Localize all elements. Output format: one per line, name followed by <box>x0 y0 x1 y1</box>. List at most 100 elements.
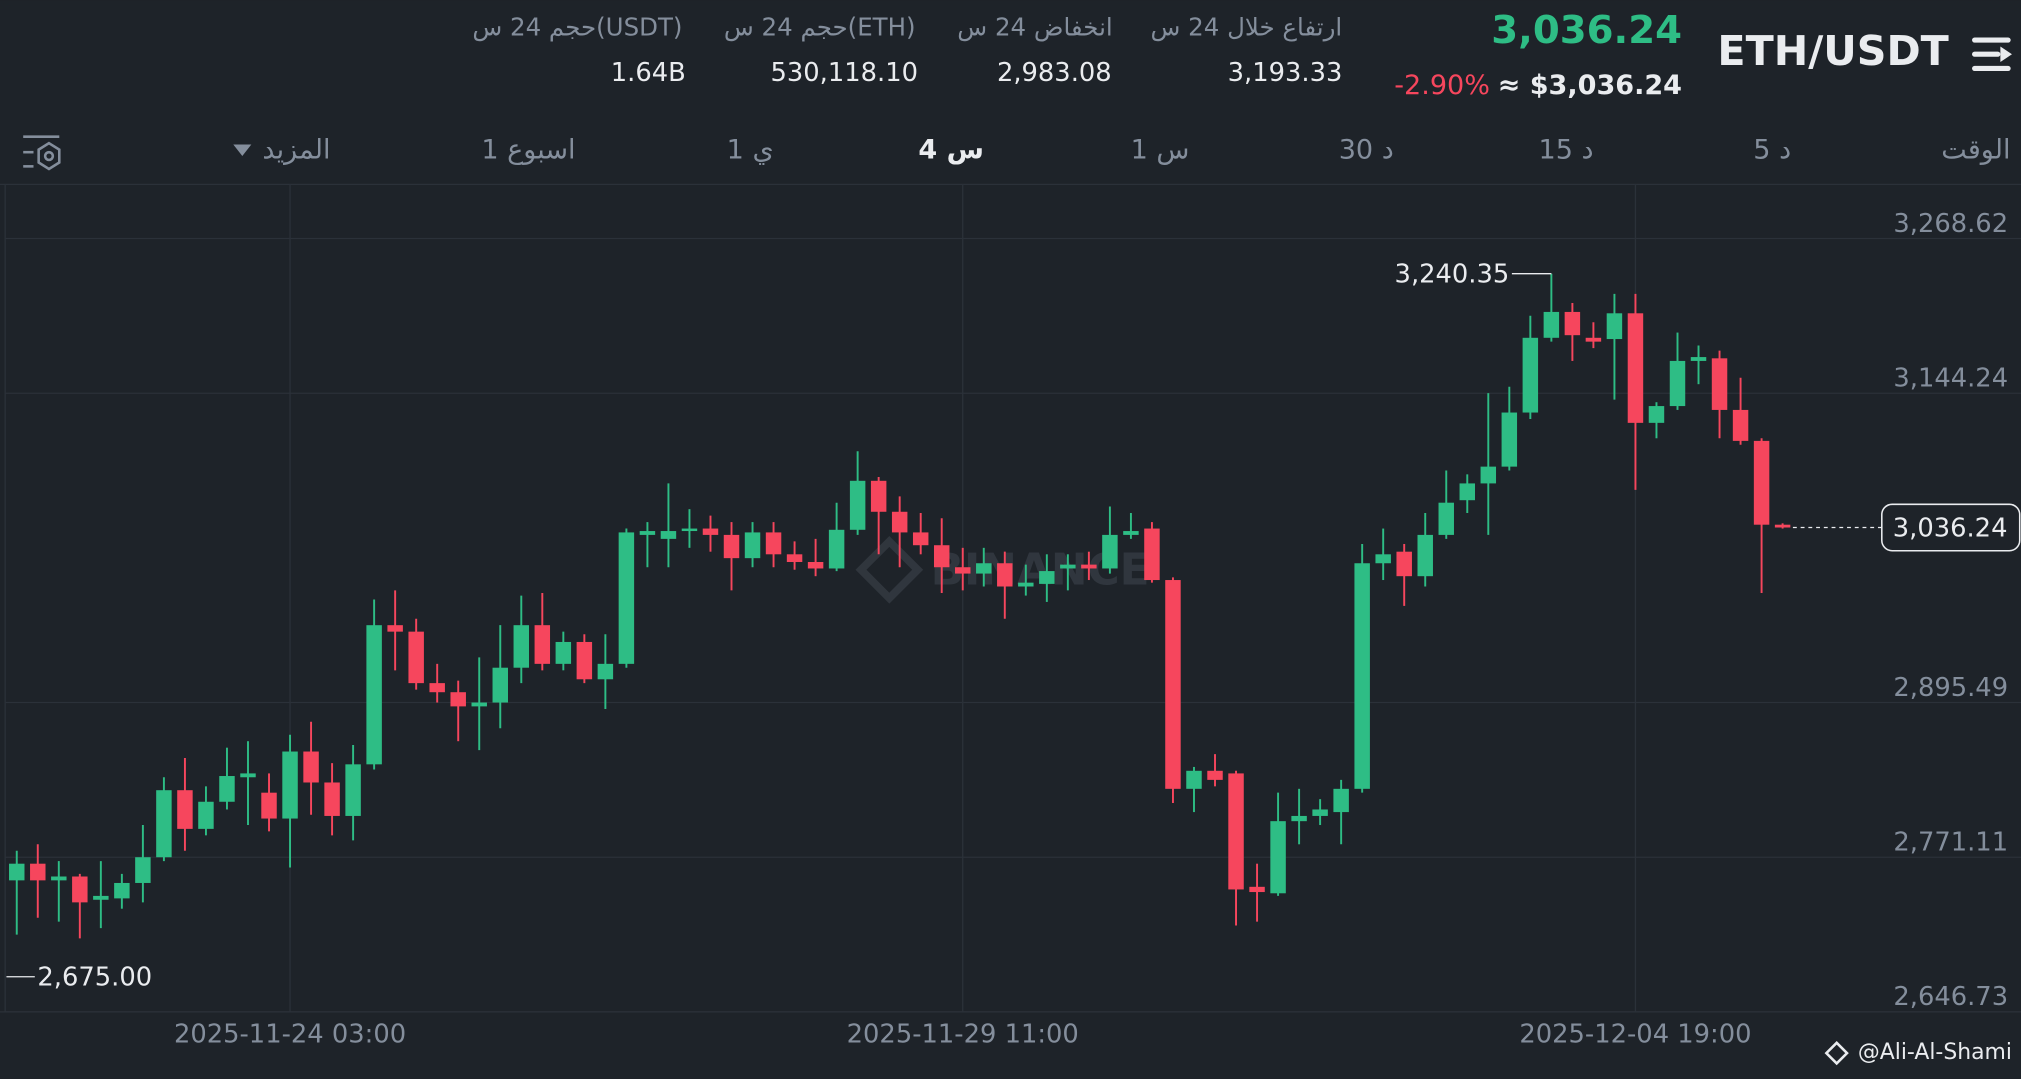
candle-body <box>1669 360 1686 407</box>
candle-body <box>1081 564 1097 569</box>
stat-value: 2,983.08 <box>997 58 1112 88</box>
candle-body <box>891 511 908 533</box>
stat-label: ارتفاع خلال 24 س <box>1151 12 1343 41</box>
candle-body <box>1438 502 1454 535</box>
x-tick-label: 2025-11-29 11:00 <box>847 1020 1079 1050</box>
interval-tab[interactable]: المزيد <box>262 134 330 165</box>
interval-tab[interactable]: 1 اسبوع <box>481 134 575 165</box>
dropdown-caret <box>233 144 252 157</box>
candle-body <box>765 532 782 555</box>
price-change: -2.90% <box>1394 70 1490 101</box>
price-usd: ≈ $3,036.24 <box>1498 70 1682 101</box>
candle-body <box>1228 773 1244 890</box>
interval-tab[interactable]: 15 د <box>1538 134 1593 165</box>
interval-tab[interactable]: 1 ي <box>727 134 774 165</box>
candle-body <box>807 562 824 569</box>
y-tick-label: 3,268.62 <box>1893 209 2008 239</box>
candle-body <box>1417 534 1433 577</box>
interval-tab[interactable]: 30 د <box>1339 134 1394 165</box>
candle-body <box>198 801 214 829</box>
candle-body <box>744 532 761 559</box>
candle-body <box>702 528 719 535</box>
candle-body <box>1354 563 1370 789</box>
x-tick-label: 2025-11-24 03:00 <box>174 1020 406 1050</box>
candle-body <box>30 863 46 881</box>
last-price: 3,036.24 <box>1491 8 1682 53</box>
low-label: 2,675.00 <box>37 963 152 993</box>
axis-labels: 2,646.73 2,771.11 2,895.49 3,144.24 3,268.62… <box>6 209 2021 1050</box>
candle-body <box>1207 770 1223 780</box>
candle-body <box>1732 409 1749 441</box>
candle-body <box>429 683 445 693</box>
interval-tab[interactable]: 1 س <box>1131 134 1190 165</box>
candle-body <box>912 532 929 546</box>
candle-body <box>9 863 25 881</box>
candle-body <box>1522 337 1539 413</box>
interval-tab[interactable]: 5 د <box>1753 134 1791 165</box>
candle-body <box>1165 580 1181 789</box>
candle-body <box>1585 337 1602 342</box>
candle-body <box>828 529 845 569</box>
stats: ارتفاع خلال 24 س 3,193.33 انخفاض 24 س 2,983… <box>472 12 1342 88</box>
candle-body <box>261 792 277 819</box>
credit-logo <box>1824 1040 1849 1066</box>
menu-icon[interactable] <box>1972 37 2012 71</box>
candle-body <box>618 532 635 664</box>
candle-body <box>450 692 466 707</box>
candle-body <box>345 764 361 816</box>
last-price-tag <box>1881 503 2021 552</box>
candle-body <box>997 563 1013 587</box>
candle-body <box>955 567 971 574</box>
candle-body <box>1039 571 1055 584</box>
candle-body <box>177 790 193 829</box>
candle-body <box>1018 582 1034 587</box>
candle-body <box>1564 311 1581 336</box>
candle-body <box>1186 770 1202 789</box>
candle-body <box>303 751 319 783</box>
menu-arrow <box>2000 46 2012 62</box>
candle-body <box>1648 406 1665 423</box>
candle-body <box>471 702 487 707</box>
candle-body <box>849 480 866 530</box>
candle-body <box>1102 534 1118 569</box>
stat-label: حجم 24 س(ETH) <box>724 12 916 41</box>
candle-body <box>51 876 67 881</box>
candle-body <box>870 480 887 512</box>
candle-body <box>1123 531 1139 535</box>
candle-body <box>1144 528 1160 581</box>
stat-label: حجم 24 س(USDT) <box>472 12 682 41</box>
last-price-label: 3,036.24 <box>1893 513 2008 543</box>
stat-value: 3,193.33 <box>1228 58 1343 88</box>
candle-body <box>324 782 340 816</box>
pair-name[interactable]: ETH/USDT <box>1717 27 1948 75</box>
candle-body <box>366 625 382 765</box>
candles <box>9 273 1791 939</box>
stat-label: انخفاض 24 س <box>957 12 1112 41</box>
settings-icon[interactable] <box>23 135 61 171</box>
stat-value: 530,118.10 <box>770 58 918 88</box>
candle-body <box>1501 412 1518 467</box>
candle-body <box>786 554 803 563</box>
candle-body <box>114 882 130 899</box>
stat-value: 1.64B <box>611 58 686 88</box>
candle-body <box>723 534 740 559</box>
candle-body <box>576 641 593 680</box>
candle-body <box>1690 357 1707 361</box>
candle-body <box>156 790 172 858</box>
candle-body <box>976 563 992 574</box>
interval-tab[interactable]: 4 س <box>918 134 984 165</box>
candle-body <box>1291 815 1307 822</box>
candle-body <box>1480 466 1497 484</box>
candle-body <box>555 641 572 664</box>
candle-body <box>135 857 151 883</box>
icon-dot <box>43 150 55 162</box>
y-tick-label: 2,771.11 <box>1893 828 2008 858</box>
candle-body <box>597 663 614 680</box>
high-label: 3,240.35 <box>1395 259 1510 289</box>
candle-body <box>1627 313 1644 423</box>
candle-body <box>93 895 109 900</box>
candle-body <box>1711 358 1728 410</box>
